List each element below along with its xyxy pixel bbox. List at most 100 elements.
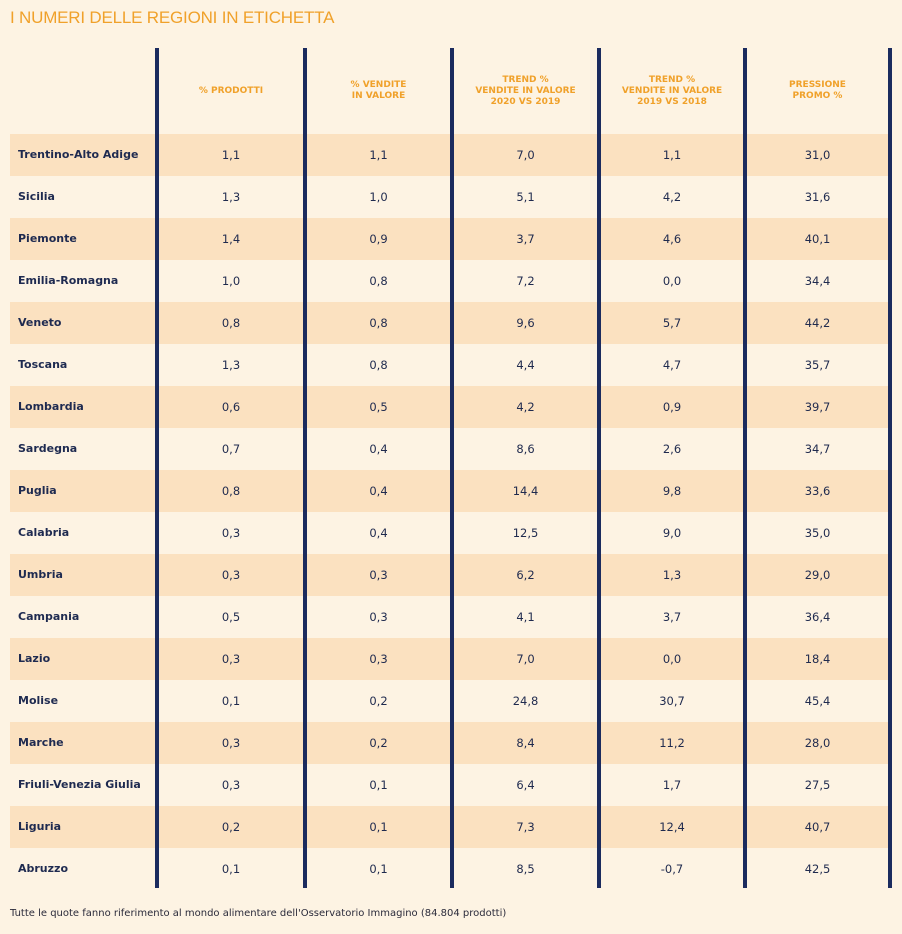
data-cell: 0,1 [369,820,388,834]
column-header: % VENDITE IN VALORE [350,80,407,101]
data-cell: 11,2 [659,736,685,750]
column-header: TREND % VENDITE IN VALORE 2020 VS 2019 [475,74,576,107]
column-divider [155,48,159,888]
data-cell: 9,6 [516,316,535,330]
data-cell: 4,2 [516,400,535,414]
data-cell: 35,7 [804,358,831,372]
data-cell: 1,1 [369,148,388,162]
region-name: Lombardia [18,400,84,413]
data-cell: 0,3 [221,526,241,540]
data-cell: 0,8 [221,484,241,498]
data-cell: 1,3 [221,358,241,372]
data-cell: 0,8 [369,358,388,372]
data-cell: 0,7 [221,442,241,456]
data-cell: 5,1 [516,190,535,204]
data-cell: 4,4 [516,358,535,372]
data-cell: 30,7 [659,694,685,708]
data-cell: 27,5 [804,778,831,792]
column-divider [743,48,747,888]
data-cell: 4,1 [516,610,535,624]
data-cell: 0,2 [369,736,388,750]
data-cell: 0,1 [221,862,241,876]
table-row: Emilia-Romagna 1,0 0,8 7,2 0,0 34,4 [10,260,892,302]
table-row: Molise 0,1 0,2 24,8 30,7 45,4 [10,680,892,722]
data-cell: 40,7 [804,820,831,834]
data-cell: 33,6 [804,484,831,498]
data-cell: 4,7 [662,358,682,372]
data-cell: 0,2 [221,820,241,834]
data-cell: 9,8 [662,484,682,498]
region-name: Toscana [18,358,68,371]
data-cell: 0,3 [221,568,241,582]
data-cell: 24,8 [512,694,539,708]
data-cell: 9,0 [662,526,682,540]
data-cell: 1,0 [369,190,388,204]
data-cell: 40,1 [804,232,831,246]
region-name: Friuli-Venezia Giulia [18,778,141,791]
data-cell: 7,0 [516,652,535,666]
region-name: Abruzzo [18,862,69,875]
region-name: Veneto [18,316,62,329]
data-cell: 1,3 [662,568,682,582]
data-cell: 0,3 [369,652,388,666]
data-cell: 28,0 [804,736,831,750]
data-cell: 3,7 [516,232,535,246]
data-cell: 45,4 [804,694,831,708]
data-cell: 0,4 [369,526,388,540]
table-row: Toscana 1,3 0,8 4,4 4,7 35,7 [10,344,892,386]
data-cell: 0,1 [369,862,388,876]
page-title: I NUMERI DELLE REGIONI IN ETICHETTA [10,8,335,27]
data-cell: 6,2 [516,568,535,582]
data-cell: 34,7 [804,442,831,456]
data-cell: 0,5 [221,610,241,624]
data-cell: 6,4 [516,778,535,792]
column-header: % PRODOTTI [198,85,264,96]
data-cell: 1,1 [221,148,241,162]
data-cell: 34,4 [804,274,831,288]
data-cell: 7,2 [516,274,535,288]
region-name: Sicilia [18,190,55,203]
region-name: Campania [18,610,80,623]
region-name: Lazio [18,652,51,665]
data-cell: 1,0 [221,274,241,288]
table-row: Sardegna 0,7 0,4 8,6 2,6 34,7 [10,428,892,470]
data-cell: 0,4 [369,484,388,498]
data-cell: 0,0 [662,274,682,288]
data-cell: 0,3 [221,778,241,792]
region-name: Trentino-Alto Adige [18,148,139,161]
data-cell: 0,2 [369,694,388,708]
data-cell: 1,1 [662,148,682,162]
column-divider [597,48,601,888]
data-cell: 8,5 [516,862,535,876]
table-row: Calabria 0,3 0,4 12,5 9,0 35,0 [10,512,892,554]
data-cell: 0,9 [662,400,682,414]
data-cell: 31,0 [804,148,831,162]
data-cell: 0,8 [369,274,388,288]
data-cell: 0,1 [369,778,388,792]
data-cell: 44,2 [804,316,831,330]
region-name: Piemonte [18,232,77,245]
data-cell: -0,7 [660,862,684,876]
data-cell: 1,4 [221,232,241,246]
region-name: Umbria [18,568,63,581]
region-name: Puglia [18,484,57,497]
data-cell: 12,5 [512,526,539,540]
footnote: Tutte le quote fanno riferimento al mond… [10,908,507,919]
data-cell: 7,3 [516,820,535,834]
data-cell: 8,6 [516,442,535,456]
data-cell: 29,0 [804,568,831,582]
data-cell: 0,3 [221,736,241,750]
data-cell: 2,6 [662,442,682,456]
data-cell: 18,4 [804,652,831,666]
data-cell: 35,0 [804,526,831,540]
data-cell: 14,4 [512,484,539,498]
data-cell: 0,8 [221,316,241,330]
data-cell: 4,6 [662,232,682,246]
data-cell: 7,0 [516,148,535,162]
data-cell: 0,5 [369,400,388,414]
table-row: Friuli-Venezia Giulia 0,3 0,1 6,4 1,7 27,5 [10,764,892,806]
column-divider [450,48,454,888]
region-name: Molise [18,694,59,707]
column-header: TREND % VENDITE IN VALORE 2019 VS 2018 [621,74,723,107]
data-cell: 4,2 [662,190,682,204]
